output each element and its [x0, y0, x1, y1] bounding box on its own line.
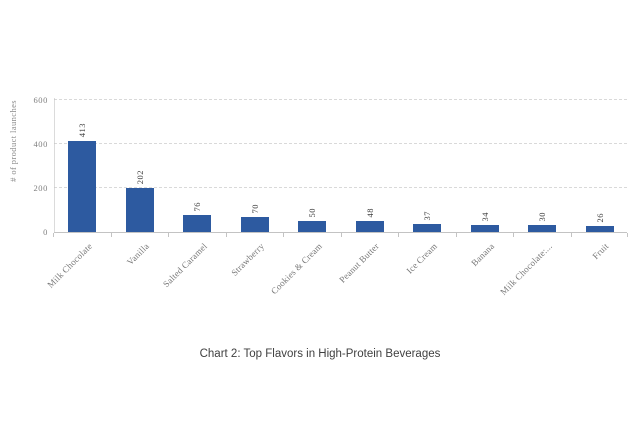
- bar-value-label: 26: [595, 212, 605, 223]
- bar-8: [528, 225, 556, 232]
- x-axis-tick: [226, 233, 227, 237]
- gridline-400: [54, 143, 627, 144]
- category-label: Banana: [469, 241, 497, 269]
- x-axis-tick: [111, 233, 112, 237]
- x-axis-tick: [627, 233, 628, 237]
- category-label: Strawberry: [229, 241, 267, 278]
- bar-value-label: 70: [250, 203, 260, 214]
- y-tick-label: 400: [33, 139, 48, 149]
- bar-value-label: 37: [422, 210, 432, 221]
- category-label: Milk Chocolate:...: [498, 241, 555, 297]
- x-axis-tick: [571, 233, 572, 237]
- chart-caption: Chart 2: Top Flavors in High-Protein Bev…: [199, 348, 441, 360]
- x-axis-tick: [341, 233, 342, 237]
- x-axis-tick: [456, 233, 457, 237]
- bar-value-label: 76: [192, 201, 202, 212]
- x-axis-tick: [168, 233, 169, 237]
- bar-7: [471, 225, 499, 232]
- bar-2: [183, 215, 211, 232]
- category-label: Peanut Butter: [337, 241, 382, 285]
- category-label: Milk Chocolate: [45, 241, 95, 290]
- category-label: Salted Caramel: [160, 241, 210, 290]
- y-axis-line: [54, 98, 55, 232]
- category-label: Vanilla: [124, 241, 152, 268]
- y-tick-label: 0: [43, 227, 48, 237]
- bar-value-label: 413: [77, 122, 87, 137]
- y-tick-label: 200: [33, 183, 48, 193]
- category-label: Ice Cream: [404, 241, 440, 276]
- y-axis-title: # of product launches: [8, 100, 18, 182]
- bar-6: [413, 224, 441, 232]
- x-axis-tick: [283, 233, 284, 237]
- x-axis-tick: [398, 233, 399, 237]
- x-axis-tick: [53, 233, 54, 237]
- gridline-200: [54, 187, 627, 188]
- category-label: Fruit: [590, 241, 612, 262]
- bar-9: [586, 226, 614, 232]
- gridline-600: [54, 99, 627, 100]
- category-label: Cookies & Cream: [268, 241, 325, 297]
- x-axis-tick: [513, 233, 514, 237]
- bar-5: [356, 221, 384, 232]
- bar-1: [126, 188, 154, 232]
- bar-0: [68, 141, 96, 232]
- bar-4: [298, 221, 326, 232]
- bar-value-label: 50: [307, 207, 317, 218]
- bar-value-label: 48: [365, 207, 375, 218]
- y-tick-label: 600: [33, 95, 48, 105]
- bar-value-label: 30: [537, 211, 547, 222]
- x-axis-line: [54, 232, 627, 233]
- bar-value-label: 202: [135, 169, 145, 184]
- bar-3: [241, 217, 269, 232]
- bar-value-label: 34: [480, 211, 490, 222]
